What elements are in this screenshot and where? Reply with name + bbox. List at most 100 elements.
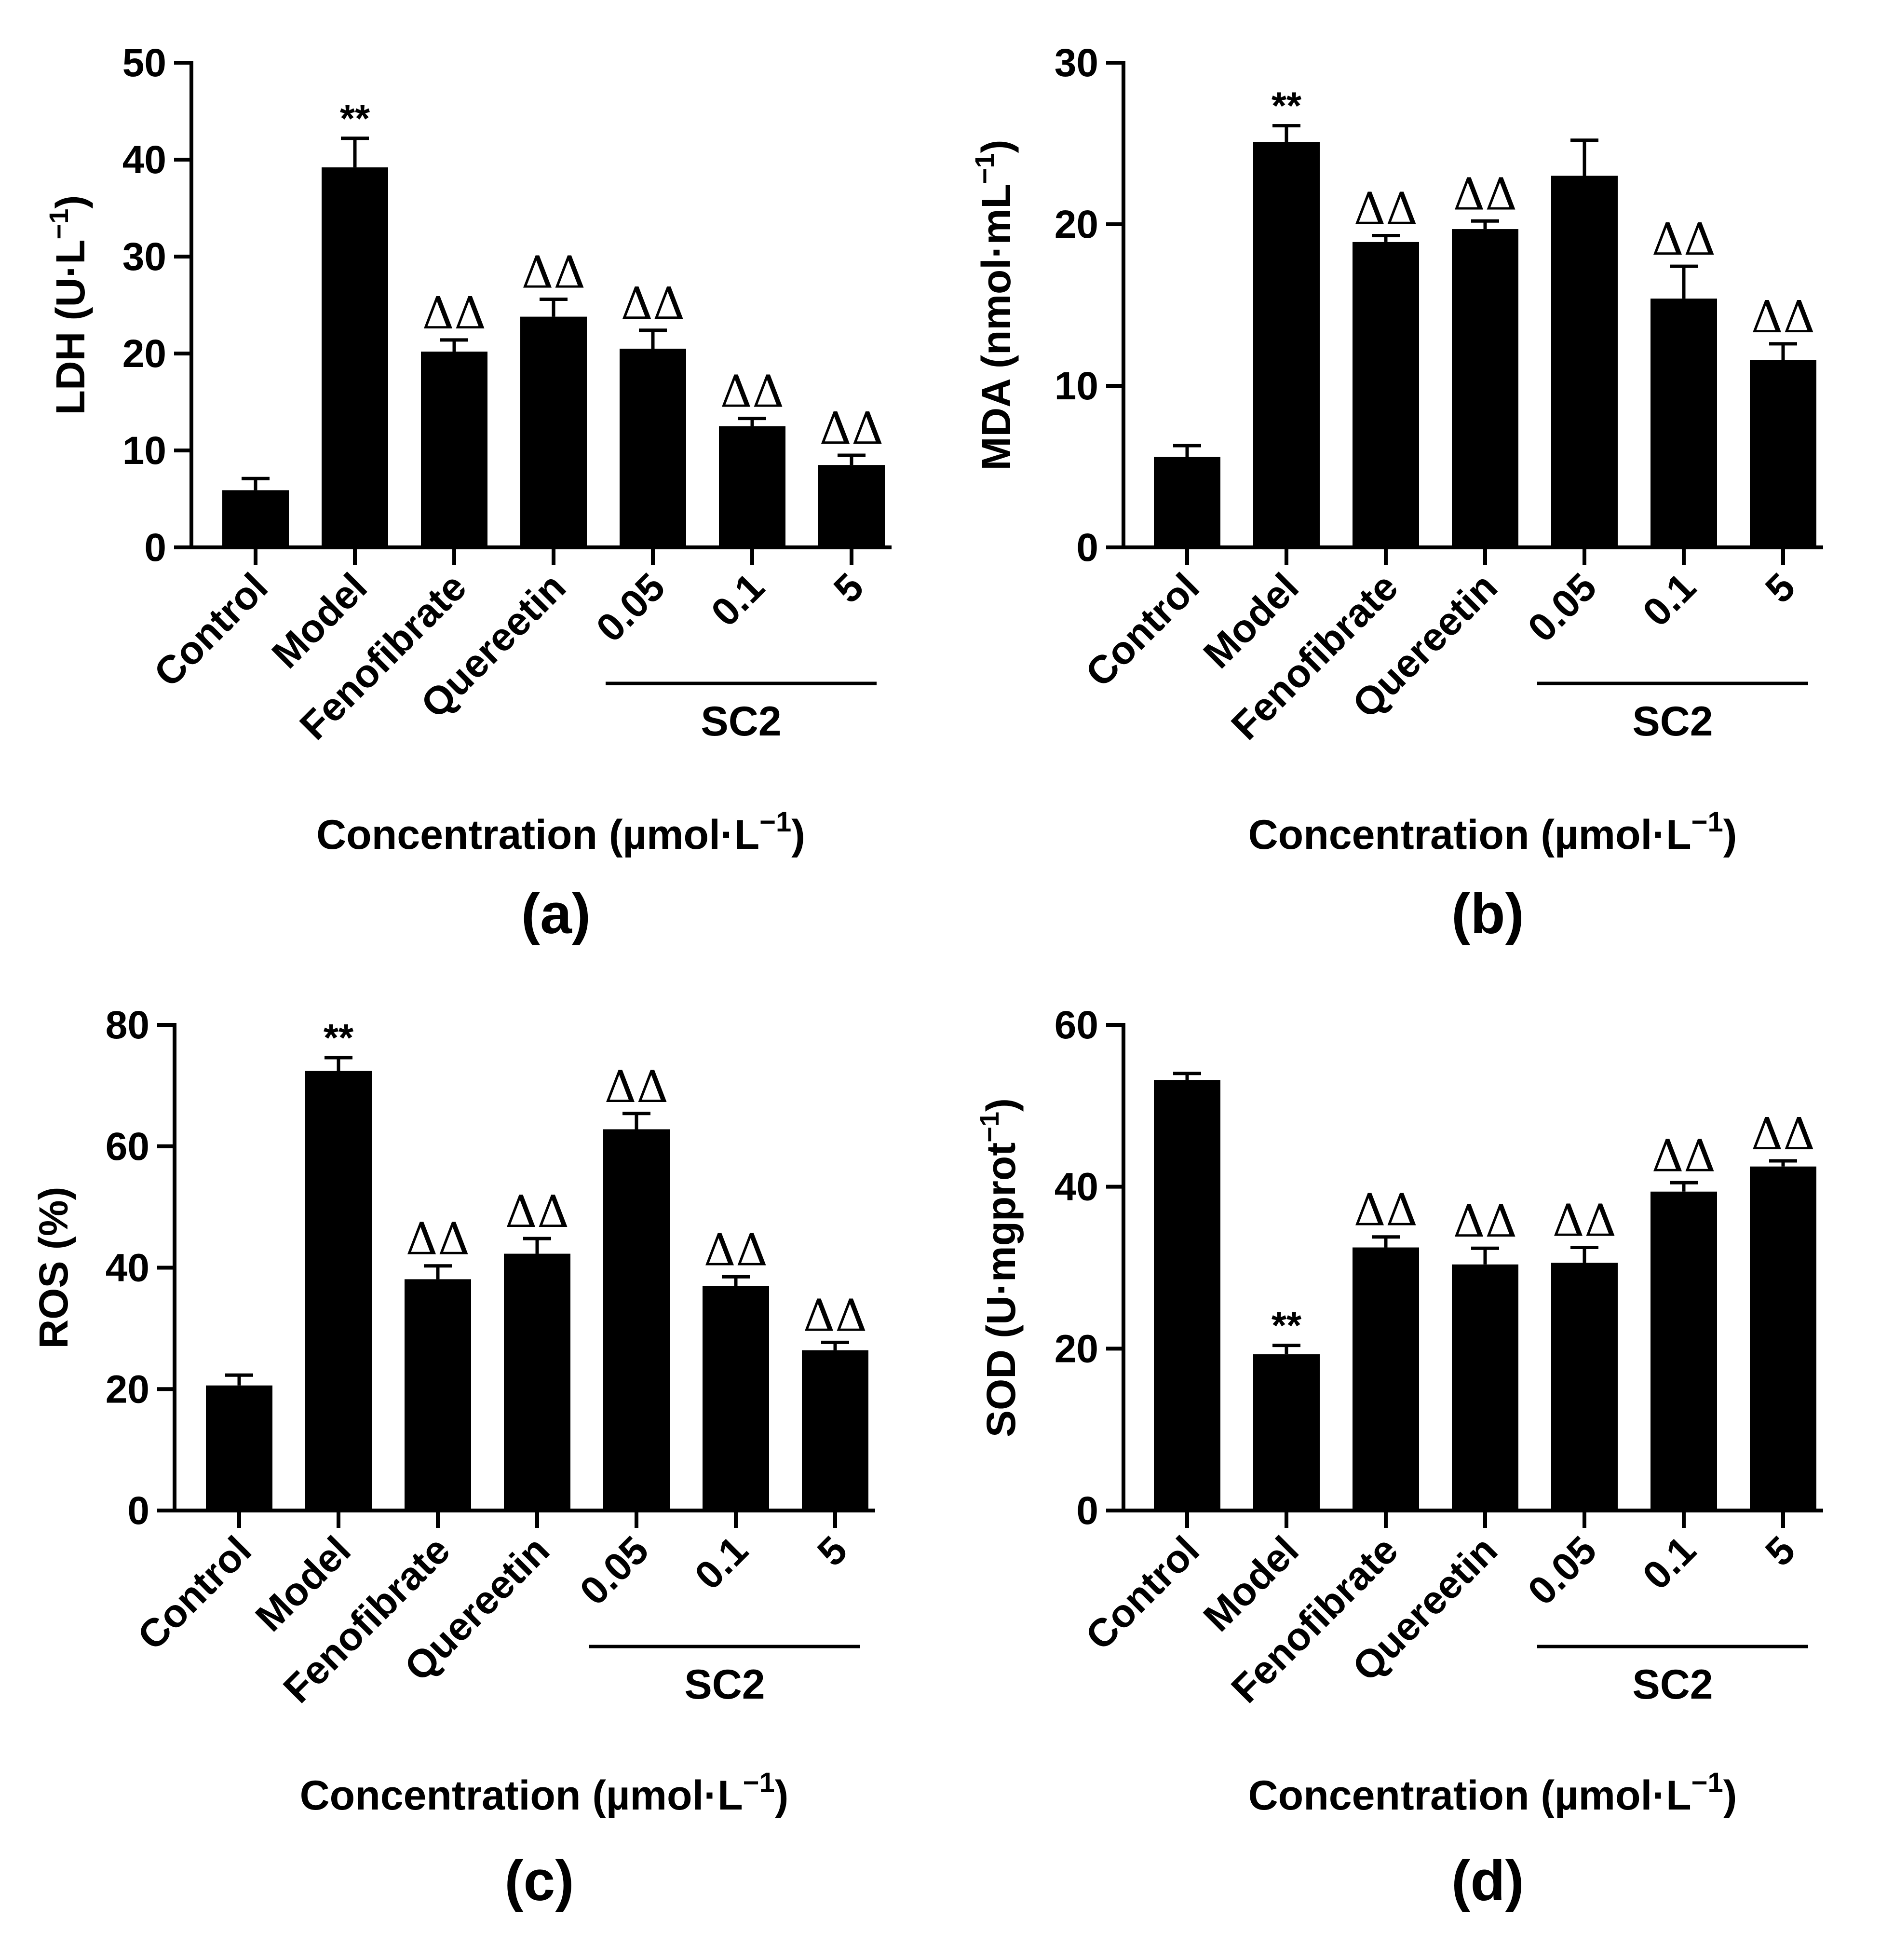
panel-label: (a) [521, 882, 591, 946]
significance-marker: ΔΔ [422, 287, 487, 339]
y-tick-label: 40 [106, 1246, 149, 1290]
y-tick-label: 40 [122, 138, 166, 182]
y-tick-label: 10 [122, 429, 166, 473]
significance-marker: ΔΔ [720, 366, 785, 418]
significance-marker: ** [1272, 1304, 1302, 1347]
y-tick-label: 0 [144, 526, 166, 570]
x-axis-title: Concentration (µmol·L−1) [1248, 1767, 1737, 1819]
y-tick-label: 20 [106, 1367, 149, 1411]
y-axis-title-close: ) [978, 1098, 1024, 1112]
y-tick-label: 10 [1055, 364, 1098, 408]
y-tick-label: 20 [1055, 203, 1098, 246]
significance-marker: ΔΔ [1751, 1108, 1815, 1160]
x-tick-label: 0.1 [703, 565, 773, 635]
y-tick-label: 40 [1055, 1165, 1098, 1209]
x-tick-label: 0.05 [588, 565, 674, 650]
x-tick-label: Control [1077, 565, 1207, 695]
panel-label: (d) [1451, 1849, 1524, 1913]
group-label: SC2 [701, 698, 781, 745]
bar [322, 167, 388, 548]
panel-label: (b) [1451, 882, 1524, 946]
bar [620, 348, 686, 547]
bar [719, 426, 785, 547]
significance-marker: ΔΔ [1453, 1196, 1517, 1247]
x-axis-title: Concentration (µmol·L−1) [1248, 806, 1737, 858]
y-tick-label: 50 [122, 41, 166, 85]
significance-marker: ΔΔ [1453, 168, 1517, 220]
bar [703, 1286, 769, 1511]
significance-marker: ΔΔ [1354, 1184, 1418, 1236]
bar [504, 1253, 570, 1511]
x-axis-title: Concentration (µmol·L−1) [300, 1767, 789, 1819]
significance-marker: ΔΔ [704, 1224, 768, 1276]
x-tick-label: 0.1 [1635, 1528, 1705, 1598]
bar [1750, 1166, 1816, 1511]
bar [603, 1129, 670, 1511]
significance-marker: ΔΔ [522, 246, 586, 298]
significance-marker: ΔΔ [1652, 1130, 1716, 1182]
panel-label: (c) [504, 1849, 574, 1913]
significance-marker: ΔΔ [621, 278, 685, 329]
bar [1353, 1247, 1419, 1511]
x-tick-label: 0.1 [687, 1528, 757, 1598]
group-label: SC2 [1632, 698, 1713, 745]
x-axis-title: Concentration (µmol·L−1) [316, 806, 805, 858]
x-tick-label: 0.1 [1635, 565, 1705, 635]
x-axis-title-sup: −1 [759, 806, 791, 838]
group-label: SC2 [684, 1661, 765, 1708]
y-tick-label: 0 [127, 1489, 149, 1533]
bar [206, 1385, 272, 1511]
significance-marker: ΔΔ [406, 1213, 470, 1265]
bar [1154, 1080, 1220, 1511]
bar [1650, 1191, 1717, 1511]
y-tick-label: 80 [106, 1003, 149, 1047]
significance-marker: ΔΔ [1354, 183, 1418, 234]
bar [1551, 1263, 1618, 1511]
y-axis-title: LDH (U·L−1) [43, 195, 93, 415]
y-axis-title-close: ) [48, 195, 93, 209]
y-tick-label: 60 [106, 1125, 149, 1169]
significance-marker: ** [324, 1016, 354, 1059]
y-tick-label: 0 [1076, 1489, 1098, 1533]
y-tick-label: 30 [122, 235, 166, 279]
y-tick-label: 20 [122, 332, 166, 376]
y-tick-label: 60 [1055, 1003, 1098, 1047]
x-tick-label: 0.05 [572, 1528, 657, 1613]
x-tick-label: Control [146, 565, 276, 695]
x-tick-label: 0.05 [1520, 565, 1605, 650]
significance-marker: ΔΔ [505, 1186, 569, 1238]
significance-marker: ΔΔ [803, 1290, 867, 1341]
y-axis-title: MDA (nmol·mL−1) [969, 140, 1019, 471]
panel-2: **ΔΔ ΔΔΔΔΔΔ0102030ControlModelFenofibrate… [969, 41, 1823, 946]
x-axis-title-sup: −1 [1691, 1767, 1723, 1798]
x-tick-label: 5 [1757, 565, 1804, 612]
x-axis-title-close: ) [775, 1772, 789, 1819]
bar [520, 316, 587, 547]
bar [1154, 457, 1220, 547]
x-tick-label: Control [129, 1528, 259, 1658]
bar [305, 1071, 372, 1511]
y-axis-title: ROS (%) [31, 1187, 76, 1349]
bar [1650, 299, 1717, 547]
x-tick-label: Control [1077, 1528, 1207, 1658]
significance-marker: ΔΔ [1553, 1195, 1617, 1247]
significance-marker: ΔΔ [820, 403, 884, 454]
bar [222, 490, 289, 547]
x-axis-title-sup: −1 [1691, 806, 1723, 838]
x-axis-title-close: ) [1723, 1772, 1737, 1819]
panel-1: **ΔΔΔΔΔΔΔΔΔΔ01020304050ControlModelFenof… [43, 41, 892, 946]
panel-3: **ΔΔΔΔΔΔΔΔΔΔ020406080ControlModelFenofib… [31, 1003, 875, 1913]
y-axis-title-close: ) [974, 140, 1019, 153]
y-axis-title-sup: −1 [969, 153, 1000, 184]
bar [802, 1350, 868, 1511]
x-tick-label: 5 [809, 1528, 856, 1575]
y-axis-title: SOD (U·mgprot−1) [974, 1098, 1024, 1437]
significance-marker: ** [340, 97, 370, 140]
y-tick-label: 20 [1055, 1327, 1098, 1371]
x-axis-title-close: ) [1723, 812, 1737, 858]
significance-marker: ΔΔ [1751, 291, 1815, 343]
significance-marker: ΔΔ [605, 1061, 669, 1113]
x-axis-title-sup: −1 [743, 1767, 775, 1798]
